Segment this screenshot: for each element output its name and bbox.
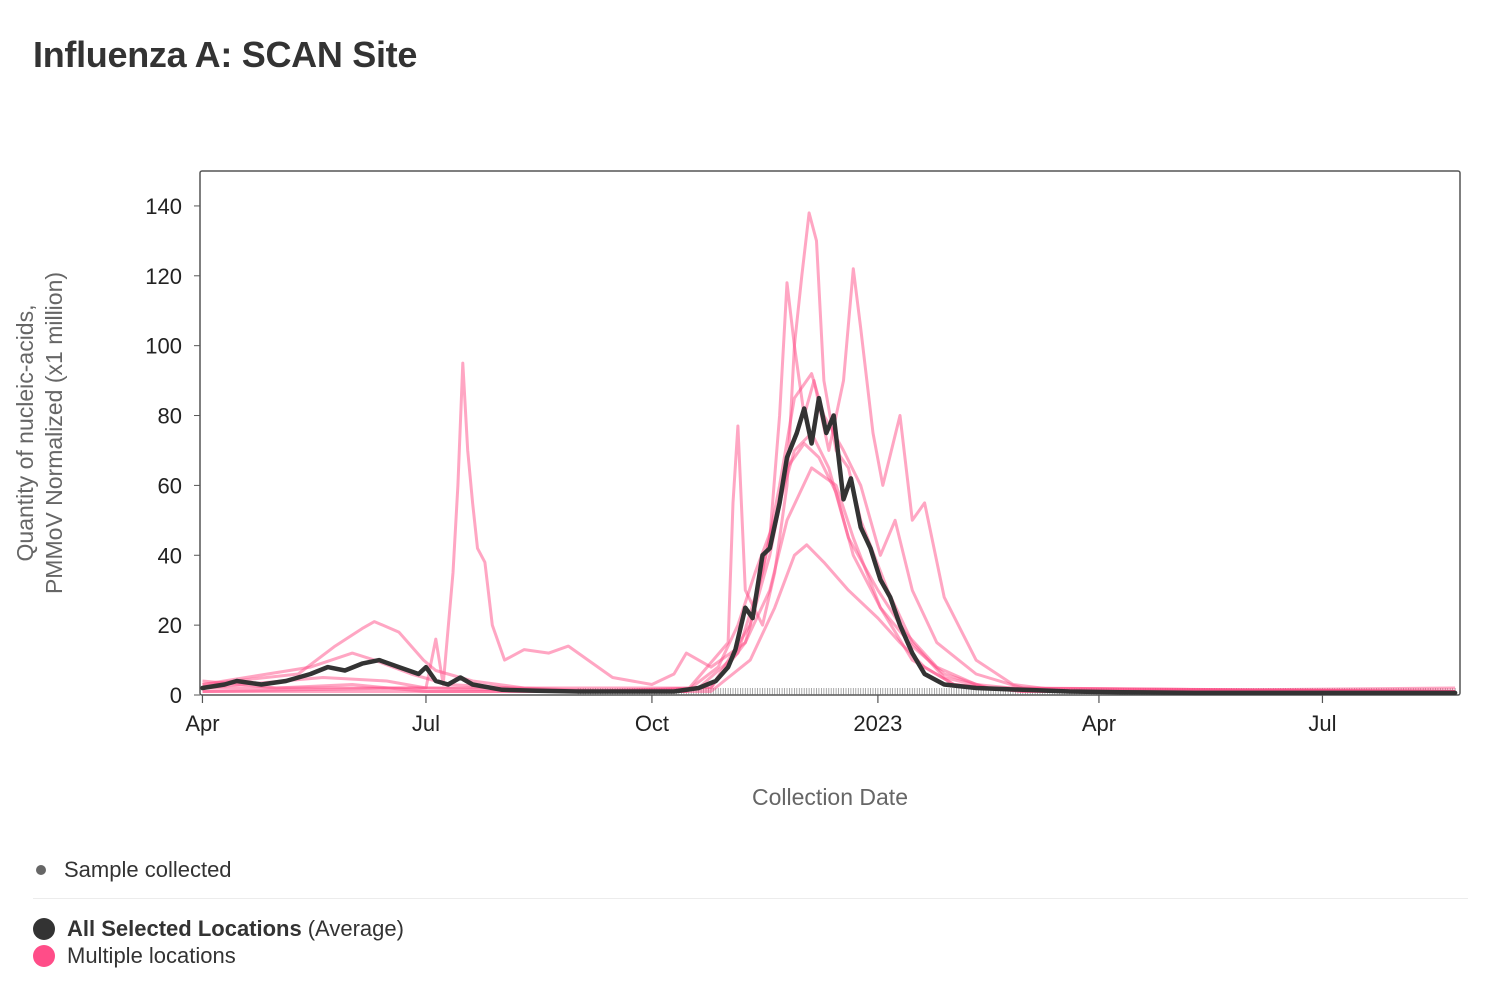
- legend-sample: Sample collected: [36, 857, 232, 883]
- y-tick-label: 0: [170, 683, 182, 708]
- y-tick-label: 40: [158, 543, 182, 568]
- y-axis-title-line2: PMMoV Normalized (x1 million): [41, 272, 67, 594]
- average-circle-icon: [33, 918, 55, 940]
- y-tick-label: 20: [158, 613, 182, 638]
- y-axis-title-line1: Quantity of nucleic-acids,: [12, 305, 38, 562]
- legend-average-label: All Selected Locations: [67, 916, 302, 941]
- location-line-1[interactable]: [202, 431, 1456, 693]
- x-tick-label: Apr: [185, 711, 219, 736]
- legend-average-suffix: (Average): [307, 916, 404, 941]
- x-tick-label: Apr: [1082, 711, 1116, 736]
- y-tick-label: 100: [145, 334, 182, 359]
- average-line-group: [200, 395, 1458, 696]
- average-line[interactable]: [200, 395, 1458, 696]
- x-tick-label: Jul: [1308, 711, 1336, 736]
- legend-sample-label: Sample collected: [64, 857, 232, 882]
- location-line-6[interactable]: [202, 372, 1456, 693]
- x-tick-label: Jul: [412, 711, 440, 736]
- location-line-7[interactable]: [202, 442, 1456, 693]
- legend-locations-label: Multiple locations: [67, 943, 236, 968]
- y-axis-ticks: 0 20 40 60 80 100 120 140: [145, 194, 200, 708]
- plot-frame: [199, 170, 1461, 696]
- legend-divider: [33, 898, 1468, 899]
- locations-circle-icon: [33, 945, 55, 967]
- y-tick-label: 80: [158, 404, 182, 429]
- y-tick-label: 60: [158, 473, 182, 498]
- chart-title: Influenza A: SCAN Site: [33, 34, 418, 75]
- x-axis-title: Collection Date: [752, 784, 908, 810]
- location-line-3[interactable]: [202, 211, 1456, 693]
- x-axis-ticks: Apr Jul Oct 2023 Apr Jul: [185, 695, 1337, 736]
- location-line-5[interactable]: [202, 543, 1456, 693]
- y-tick-label: 140: [145, 194, 182, 219]
- legend-average[interactable]: All Selected Locations (Average): [33, 916, 404, 942]
- x-tick-label: Oct: [635, 711, 669, 736]
- location-lines: [202, 211, 1456, 693]
- x-tick-label: 2023: [853, 711, 902, 736]
- sample-dot-icon: [36, 865, 46, 875]
- location-line-2[interactable]: [202, 361, 1456, 693]
- legend-locations[interactable]: Multiple locations: [33, 943, 236, 969]
- y-tick-label: 120: [145, 264, 182, 289]
